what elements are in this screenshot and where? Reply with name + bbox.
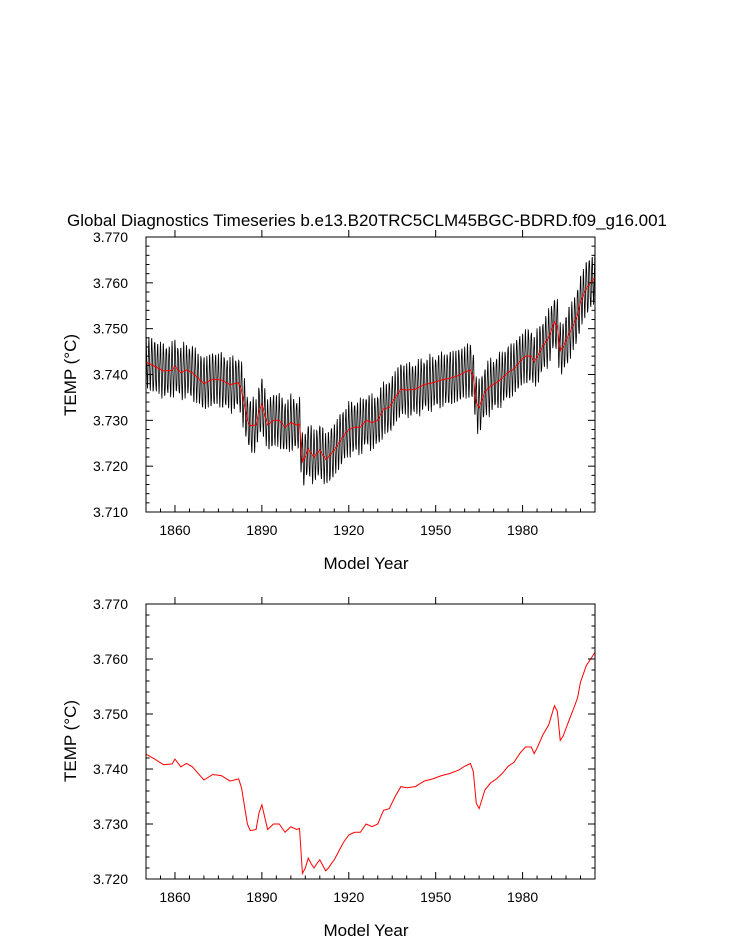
x-tick-labels: 1860 1890 1920 1950 1980 xyxy=(159,889,538,905)
series-line-annual-mean xyxy=(145,277,596,464)
x-tick-labels: 1860 1890 1920 1950 1980 xyxy=(159,522,538,538)
x-tick-label: 1950 xyxy=(420,889,451,905)
plot-frame xyxy=(145,603,596,880)
x-tick-label: 1890 xyxy=(246,522,277,538)
x-axis-title: Model Year xyxy=(323,554,408,573)
x-axis-title: Model Year xyxy=(323,921,408,940)
series-line-annual-mean xyxy=(145,652,596,876)
chart-timeseries-monthly: Global Diagnostics Timeseries b.e13.B20T… xyxy=(61,211,667,573)
y-tick-labels: 3.710 3.720 3.730 3.740 3.750 3.760 3.770 xyxy=(93,229,128,520)
x-tick-label: 1950 xyxy=(420,522,451,538)
y-tick-label: 3.760 xyxy=(93,651,128,667)
y-tick-label: 3.750 xyxy=(93,321,128,337)
y-tick-label: 3.720 xyxy=(93,871,128,887)
x-tick-label: 1980 xyxy=(507,522,538,538)
y-tick-label: 3.750 xyxy=(93,706,128,722)
y-axis-title: TEMP (°C) xyxy=(61,334,80,416)
x-tick-label: 1890 xyxy=(246,889,277,905)
chart-timeseries-annual: 1860 1890 1920 1950 1980 3.720 3.730 3.740 3.75… xyxy=(61,596,596,940)
plot-lines xyxy=(145,652,596,876)
y-tick-label: 3.710 xyxy=(93,504,128,520)
x-tick-label: 1860 xyxy=(159,889,190,905)
axis-ticks xyxy=(145,230,596,513)
x-tick-label: 1980 xyxy=(507,889,538,905)
y-tick-label: 3.760 xyxy=(93,275,128,291)
x-tick-label: 1860 xyxy=(159,522,190,538)
chart-title: Global Diagnostics Timeseries b.e13.B20T… xyxy=(67,211,667,230)
y-tick-labels: 3.720 3.730 3.740 3.750 3.760 3.770 xyxy=(93,596,128,887)
y-tick-label: 3.740 xyxy=(93,761,128,777)
axis-ticks xyxy=(145,597,596,880)
y-tick-label: 3.740 xyxy=(93,367,128,383)
plot-lines xyxy=(145,249,596,486)
y-tick-label: 3.730 xyxy=(93,412,128,428)
x-tick-label: 1920 xyxy=(333,889,364,905)
y-tick-label: 3.720 xyxy=(93,458,128,474)
series-line-monthly xyxy=(145,249,596,486)
y-tick-label: 3.730 xyxy=(93,816,128,832)
x-tick-label: 1920 xyxy=(333,522,364,538)
y-tick-label: 3.770 xyxy=(93,229,128,245)
y-tick-label: 3.770 xyxy=(93,596,128,612)
y-axis-title: TEMP (°C) xyxy=(61,700,80,782)
